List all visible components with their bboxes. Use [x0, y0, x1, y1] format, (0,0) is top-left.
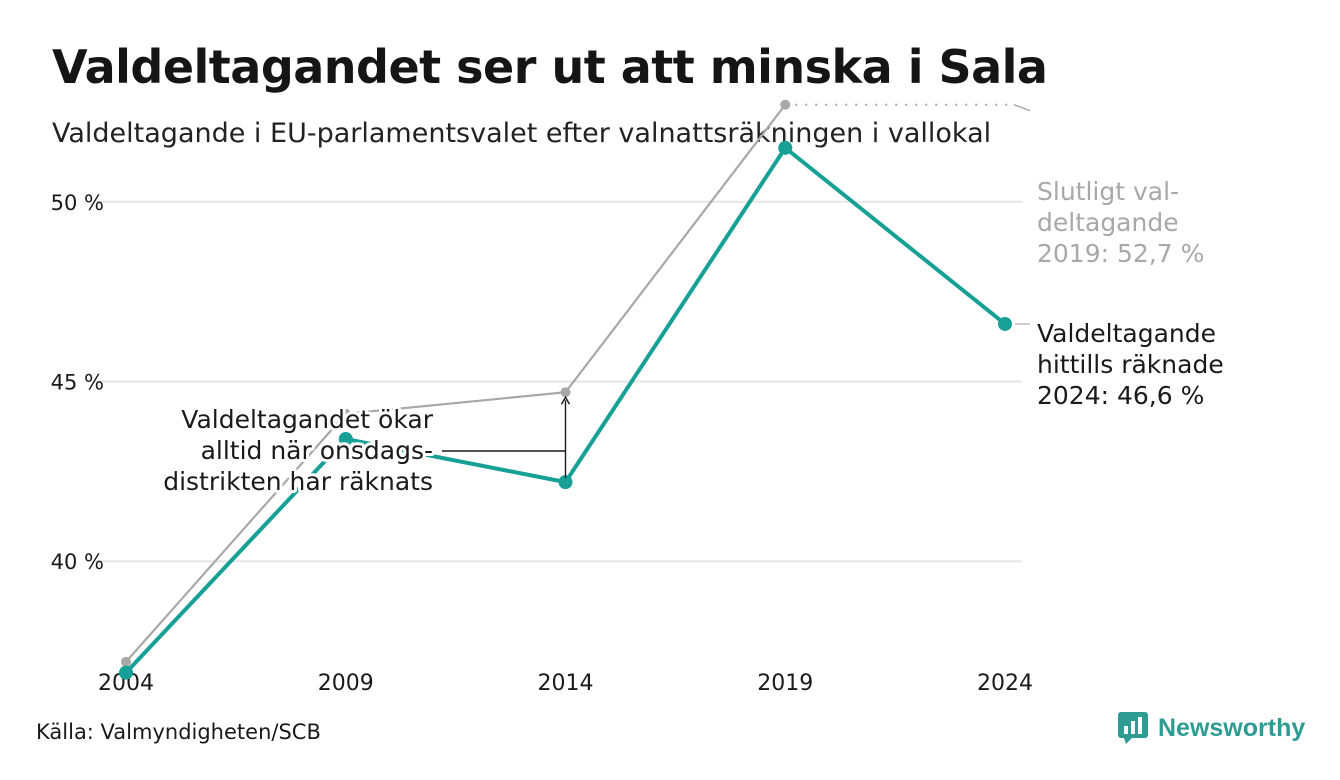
- onsdag-annotation-line: Valdeltagandet ökar: [181, 405, 433, 434]
- brand: Newsworthy: [1118, 712, 1305, 744]
- slutligt-point: [340, 408, 351, 419]
- valnatt-annotation-line: 2024: 46,6 %: [1037, 381, 1204, 410]
- y-tick-label: 40 %: [51, 550, 104, 574]
- brand-name: Newsworthy: [1158, 713, 1306, 742]
- slutligt-annotation-line: deltagande: [1037, 208, 1179, 237]
- line-chart: 40 %45 %50 %2004 2009 2014 2019 2024Slutligt…: [51, 99, 1224, 696]
- valnatt-point: [119, 665, 133, 680]
- slutligt-point: [780, 99, 791, 110]
- slutligt-annotation-line: 2019: 52,7 %: [1037, 239, 1204, 268]
- valnatt-annotation-line: hittills räknade: [1037, 350, 1224, 379]
- onsdag-annotation-line: distrikten har räknats: [163, 467, 433, 496]
- onsdag-annotation-line: alltid när onsdags-: [201, 436, 433, 465]
- slutligt-point: [560, 387, 571, 398]
- x-tick-label: 2014: [538, 671, 594, 696]
- chart-title: Valdeltagandet ser ut att minska i Sala: [52, 40, 1048, 94]
- slutligt-leader-tick: [1013, 104, 1031, 112]
- valnatt-point: [558, 475, 573, 490]
- y-tick-label: 45 %: [51, 370, 104, 394]
- valnatt-point: [338, 431, 353, 446]
- onsdag-arrowhead: [560, 395, 571, 405]
- x-tick-label: 2019: [757, 671, 813, 696]
- slutligt-line: [125, 104, 787, 663]
- valnatt-annotation-line: Valdeltagande: [1037, 319, 1216, 348]
- slutligt-annotation-line: Slutligt val-: [1037, 177, 1179, 206]
- y-tick-label: 50 %: [51, 191, 104, 215]
- slutligt-point: [121, 656, 131, 667]
- valnatt-point: [778, 140, 793, 155]
- valnatt-point: [998, 316, 1012, 331]
- x-tick-label: 2024: [977, 671, 1033, 696]
- source-note: Källa: Valmyndigheten/SCB: [36, 720, 321, 744]
- newsworthy-logo-icon: [1118, 712, 1148, 744]
- x-tick-label: 2009: [318, 671, 374, 696]
- chart-subtitle: Valdeltagande i EU-parlamentsvalet efter…: [52, 118, 992, 149]
